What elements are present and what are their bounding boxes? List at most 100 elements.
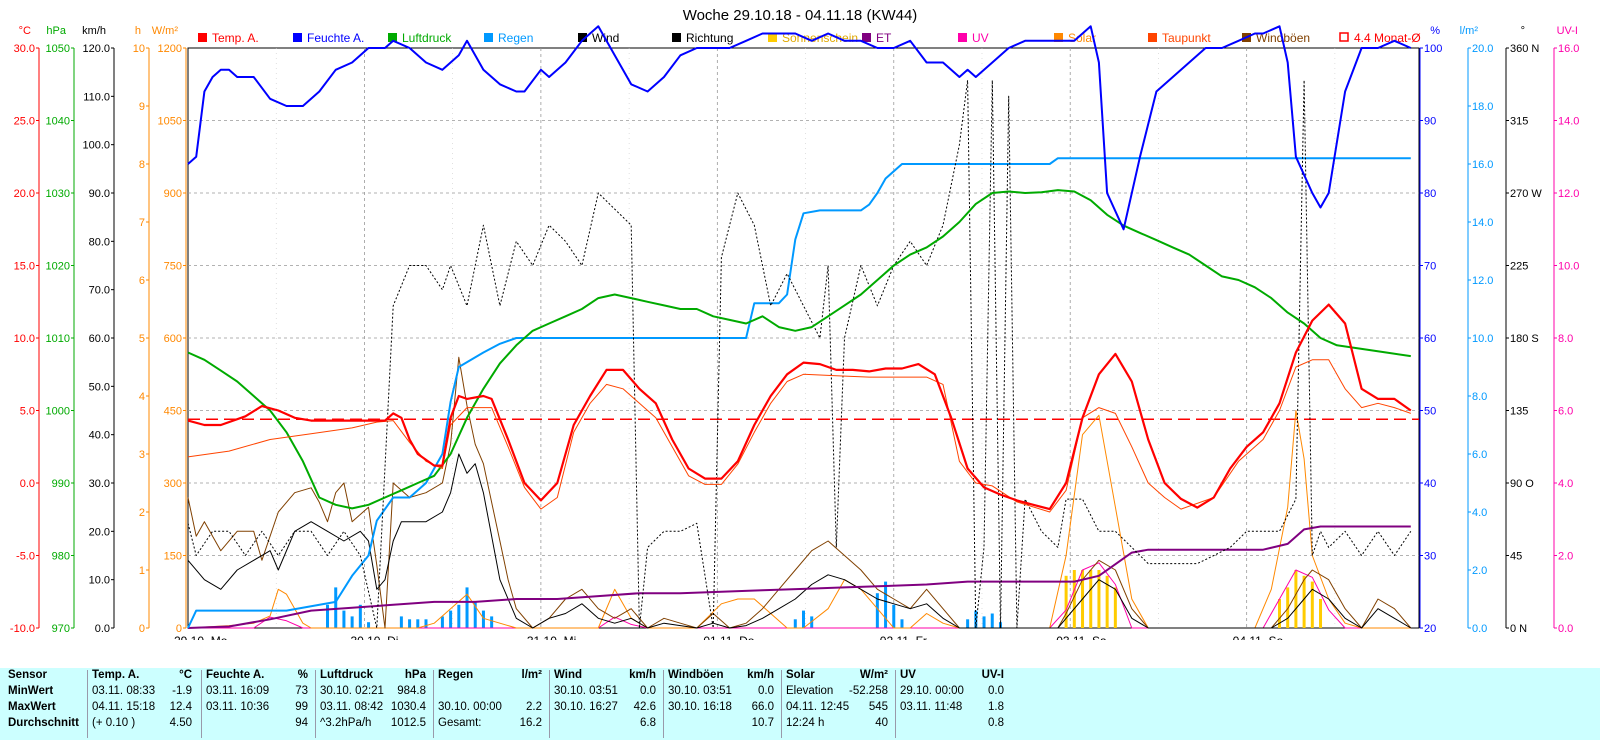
stat-time: 03.11. 16:09 xyxy=(206,685,270,697)
row-label: Durchschnitt xyxy=(8,717,79,729)
column-separator xyxy=(663,670,664,738)
rain-bar xyxy=(465,587,469,628)
axis-tick-label: 180 S xyxy=(1510,333,1539,345)
axis-tick-label: 750 xyxy=(164,261,182,273)
stat-time: Gesamt: xyxy=(438,717,482,729)
x-tick-label: 01.11. Do xyxy=(703,634,754,640)
axis-tick-label: 30 xyxy=(1424,551,1436,563)
axis-tick-label: 1200 xyxy=(158,43,182,55)
legend-swatch xyxy=(198,33,207,42)
sunshine-bar xyxy=(1277,599,1281,628)
header-cell: Temp. A. xyxy=(92,669,140,681)
axis-tick-label: 6 xyxy=(139,275,145,287)
axis-tick-label: 50.0 xyxy=(89,381,110,393)
axis-tick-label: 6.0 xyxy=(1472,449,1487,461)
stat-value: 0.0 xyxy=(988,685,1004,697)
axis-tick-label: 20.0 xyxy=(1472,43,1493,55)
column-separator xyxy=(781,670,782,738)
stat-value: 2.2 xyxy=(526,701,542,713)
rain-bar xyxy=(399,616,403,628)
legend-swatch xyxy=(958,33,967,42)
header-cell: Feuchte A. xyxy=(206,669,265,681)
header-cell: Wind xyxy=(554,669,582,681)
stat-time: 30.10. 03:51 xyxy=(668,685,732,697)
rain-bar xyxy=(449,610,453,628)
axis-tick-label: 9 xyxy=(139,101,145,113)
rain-bar xyxy=(358,604,362,628)
x-tick-label: 30.10. Di xyxy=(350,634,398,640)
stat-value: 1030.4 xyxy=(390,701,426,713)
stat-value: 42.6 xyxy=(633,701,656,713)
stat-time: Elevation xyxy=(786,685,834,697)
stat-value: 73 xyxy=(295,685,308,697)
header-unit: % xyxy=(297,669,308,681)
axis-tick-label: 90.0 xyxy=(89,188,110,200)
axis-tick-label: 30.0 xyxy=(14,43,35,55)
axis-tick-label: 16.0 xyxy=(1472,159,1493,171)
series-uv xyxy=(188,562,1411,629)
axis-tick-label: 0 xyxy=(139,623,145,635)
legend-item: UV xyxy=(958,31,989,45)
axis-tick-label: 1030 xyxy=(46,188,70,200)
stat-time: 12:24 h xyxy=(786,717,825,729)
rain-bar xyxy=(490,616,494,628)
axis-tick-label: 100 xyxy=(1424,43,1442,55)
axis-unit: km/h xyxy=(82,25,106,37)
axis-tick-label: 10.0 xyxy=(1558,261,1579,273)
series-feuchte-a xyxy=(187,25,1412,231)
axis-tick-label: 300 xyxy=(164,478,182,490)
series-luftdruck xyxy=(187,189,1411,510)
axis-tick-label: -5.0 xyxy=(16,551,35,563)
legend-item: Richtung xyxy=(672,31,733,45)
rain-bar xyxy=(350,616,354,628)
rain-bar xyxy=(875,593,879,628)
stat-value: 4.50 xyxy=(169,717,192,729)
column-separator xyxy=(549,670,550,738)
stat-value: 0.8 xyxy=(988,717,1004,729)
axis-tick-label: 14.0 xyxy=(1472,217,1493,229)
header-unit: °C xyxy=(179,669,192,681)
axis-unit: % xyxy=(1430,25,1440,37)
axis-tick-label: 8 xyxy=(139,159,145,171)
legend-swatch xyxy=(672,33,681,42)
axis-tick-label: 970 xyxy=(52,623,70,635)
axis-tick-label: 25.0 xyxy=(14,116,35,128)
legend-label: ET xyxy=(876,31,892,45)
rain-bar xyxy=(424,619,428,628)
legend-item: Windböen xyxy=(1242,31,1310,45)
stat-time: ^3.2hPa/h xyxy=(320,717,372,729)
rain-bar xyxy=(334,587,338,628)
row-label: MaxWert xyxy=(8,701,56,713)
axis-tick-label: 10 xyxy=(133,43,145,55)
axis-unit: W/m² xyxy=(152,25,179,37)
axis-tick-label: 12.0 xyxy=(1472,275,1493,287)
rain-bar xyxy=(884,581,888,628)
header-cell: UV xyxy=(900,669,916,681)
header-unit: hPa xyxy=(404,669,426,681)
legend: Temp. A. Feuchte A. Luftdruck Regen Wind Rich… xyxy=(198,31,1421,45)
series-wind xyxy=(187,453,1412,629)
axis-tick-label: 0 xyxy=(176,623,182,635)
axis-unit: l/m² xyxy=(1460,25,1479,37)
column-separator xyxy=(87,670,88,738)
axis-tick-label: 1040 xyxy=(46,116,70,128)
stat-value: 0.0 xyxy=(758,685,774,697)
series-et xyxy=(187,525,1411,629)
axis-tick-label: 12.0 xyxy=(1558,188,1579,200)
stat-value: 40 xyxy=(875,717,888,729)
axis-tick-label: 0 N xyxy=(1510,623,1527,635)
series-taupunkt xyxy=(187,359,1411,513)
axis-tick-label: 0.0 xyxy=(20,478,35,490)
series-windböen xyxy=(187,356,1412,629)
axis-tick-label: 20 xyxy=(1424,623,1436,635)
stat-value: 99 xyxy=(295,701,308,713)
axis-tick-label: 90 O xyxy=(1510,478,1534,490)
legend-item: Regen xyxy=(484,31,533,45)
column-separator xyxy=(895,670,896,738)
stat-time: 30.10. 16:18 xyxy=(668,701,732,713)
x-tick-label: 04.11. So xyxy=(1233,634,1284,640)
column-separator xyxy=(433,670,434,738)
axis-tick-label: 150 xyxy=(164,551,182,563)
sunshine-bar xyxy=(1302,575,1306,628)
sunshine-bar xyxy=(1319,599,1323,628)
